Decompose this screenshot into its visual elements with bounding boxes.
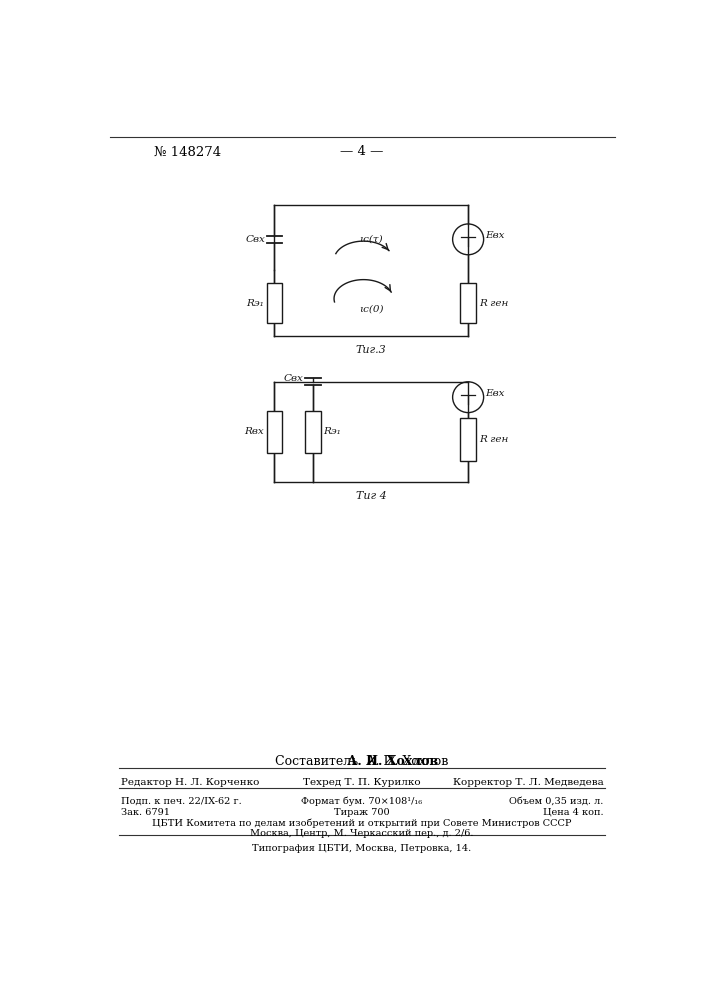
Text: Формат бум. 70×108¹/₁₆: Формат бум. 70×108¹/₁₆ bbox=[301, 797, 423, 806]
Text: Τиг 4: Τиг 4 bbox=[356, 491, 387, 501]
Text: Τиг.3: Τиг.3 bbox=[356, 345, 387, 355]
Text: Цена 4 коп.: Цена 4 коп. bbox=[543, 808, 604, 817]
Text: R ген: R ген bbox=[479, 299, 508, 308]
Text: Редактор Н. Л. Корченко: Редактор Н. Л. Корченко bbox=[121, 778, 259, 787]
Text: Cвх: Cвх bbox=[245, 235, 265, 244]
Text: Тираж 700: Тираж 700 bbox=[334, 808, 390, 817]
Text: Cвх: Cвх bbox=[284, 374, 304, 383]
Text: Москва, Центр, М. Черкасский пер., д. 2/6.: Москва, Центр, М. Черкасский пер., д. 2/… bbox=[250, 829, 474, 838]
Bar bbox=[460, 418, 476, 461]
Text: ιc(0): ιc(0) bbox=[360, 305, 384, 314]
Text: Eвх: Eвх bbox=[485, 231, 505, 240]
Text: Подп. к печ. 22/IX-62 г.: Подп. к печ. 22/IX-62 г. bbox=[121, 797, 242, 806]
Text: — 4 —: — 4 — bbox=[340, 145, 384, 158]
Text: Rэ₁: Rэ₁ bbox=[323, 427, 341, 436]
Text: Rэ₁: Rэ₁ bbox=[246, 299, 264, 308]
Text: Корректор Т. Л. Медведева: Корректор Т. Л. Медведева bbox=[453, 778, 604, 787]
Text: Зак. 6791: Зак. 6791 bbox=[121, 808, 170, 817]
Bar bbox=[267, 283, 282, 323]
Text: Rвх: Rвх bbox=[244, 427, 264, 436]
Bar bbox=[305, 411, 321, 453]
Text: Составитель  А. И. Хохлов: Составитель А. И. Хохлов bbox=[275, 755, 449, 768]
Text: Eвх: Eвх bbox=[485, 389, 505, 398]
Text: ЦБТИ Комитета по делам изобретений и открытий при Совете Министров СССР: ЦБТИ Комитета по делам изобретений и отк… bbox=[152, 818, 572, 828]
Bar bbox=[460, 283, 476, 323]
Text: R ген: R ген bbox=[479, 435, 508, 444]
Bar bbox=[267, 411, 282, 453]
Text: № 148274: № 148274 bbox=[154, 145, 221, 158]
Text: Типография ЦБТИ, Москва, Петровка, 14.: Типография ЦБТИ, Москва, Петровка, 14. bbox=[252, 844, 472, 853]
Text: А. И. Хохлов: А. И. Хохлов bbox=[286, 755, 438, 768]
Text: Техред Т. П. Курилко: Техред Т. П. Курилко bbox=[303, 778, 421, 787]
Text: ιc(τ): ιc(τ) bbox=[360, 234, 383, 243]
Text: Объем 0,35 изд. л.: Объем 0,35 изд. л. bbox=[509, 797, 604, 806]
